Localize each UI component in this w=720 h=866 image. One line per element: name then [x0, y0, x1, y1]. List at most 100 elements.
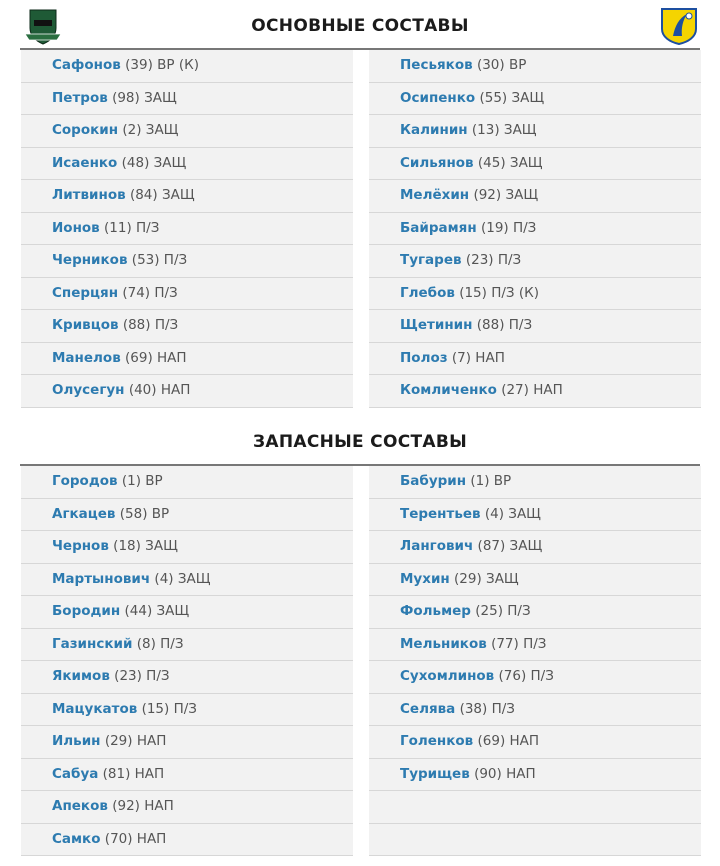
player-number-position: (23) П/З	[114, 668, 170, 684]
player-row[interactable]: Мельников (77) П/З	[369, 628, 701, 661]
player-name[interactable]: Олусегун	[52, 382, 125, 398]
player-row[interactable]: Чернов (18) ЗАЩ	[21, 531, 353, 564]
player-number-position: (25) П/З	[475, 603, 531, 619]
player-row[interactable]: Сухомлинов (76) П/З	[369, 661, 701, 694]
player-name[interactable]: Голенков	[400, 733, 474, 749]
player-name[interactable]: Комличенко	[400, 382, 497, 398]
player-row[interactable]: Самко (70) НАП	[21, 823, 353, 856]
player-name[interactable]: Байрамян	[400, 219, 477, 236]
player-number-position: (1) ВР	[121, 473, 163, 489]
player-row[interactable]: Лангович (87) ЗАЩ	[369, 531, 701, 564]
player-row[interactable]: Петров (98) ЗАЩ	[21, 82, 353, 115]
player-row[interactable]: Фольмер (25) П/З	[369, 596, 701, 629]
player-number-position: (70) НАП	[104, 830, 167, 847]
player-name[interactable]: Фольмер	[400, 603, 471, 619]
player-name[interactable]: Сабуа	[52, 765, 99, 782]
player-row[interactable]: Кривцов (88) П/З	[21, 310, 353, 343]
player-row[interactable]: Манелов (69) НАП	[21, 342, 353, 375]
player-name[interactable]: Глебов	[400, 284, 455, 301]
player-name[interactable]: Газинский	[52, 635, 133, 652]
player-row[interactable]: Байрамян (19) П/З	[369, 212, 701, 245]
player-row[interactable]: Апеков (92) НАП	[21, 791, 353, 824]
player-name[interactable]: Агкацев	[52, 505, 116, 522]
empty-row	[369, 823, 701, 856]
player-name[interactable]: Терентьев	[400, 505, 481, 522]
player-row[interactable]: Щетинин (88) П/З	[369, 310, 701, 343]
player-name[interactable]: Осипенко	[400, 89, 476, 106]
player-name[interactable]: Бабурин	[400, 473, 467, 489]
player-row[interactable]: Селява (38) П/З	[369, 693, 701, 726]
player-row[interactable]: Голенков (69) НАП	[369, 726, 701, 759]
player-row[interactable]: Глебов (15) П/З (К)	[369, 277, 701, 310]
player-row[interactable]: Ильин (29) НАП	[21, 726, 353, 759]
player-name[interactable]: Турищев	[400, 765, 470, 782]
player-row[interactable]: Ионов (11) П/З	[21, 212, 353, 245]
player-name[interactable]: Чернов	[52, 538, 109, 554]
player-name[interactable]: Сафонов	[52, 57, 121, 73]
player-row[interactable]: Городов (1) ВР	[21, 466, 353, 499]
player-row[interactable]: Сафонов (39) ВР (К)	[21, 50, 353, 83]
player-name[interactable]: Ионов	[52, 219, 100, 236]
player-name[interactable]: Бородин	[52, 603, 121, 619]
player-name[interactable]: Исаенко	[52, 154, 118, 171]
player-number-position: (45) ЗАЩ	[477, 154, 543, 171]
player-row[interactable]: Мухин (29) ЗАЩ	[369, 563, 701, 596]
player-row[interactable]: Сперцян (74) П/З	[21, 277, 353, 310]
player-name[interactable]: Мухин	[400, 570, 450, 587]
player-row[interactable]: Черников (53) П/З	[21, 245, 353, 278]
player-name[interactable]: Самко	[52, 830, 101, 847]
player-number-position: (87) ЗАЩ	[477, 538, 543, 554]
player-number-position: (2) ЗАЩ	[122, 122, 179, 138]
player-name[interactable]: Апеков	[52, 798, 108, 814]
player-row[interactable]: Мацукатов (15) П/З	[21, 693, 353, 726]
player-name[interactable]: Сильянов	[400, 154, 474, 171]
player-row[interactable]: Сабуа (81) НАП	[21, 758, 353, 791]
player-row[interactable]: Мелёхин (92) ЗАЩ	[369, 180, 701, 213]
player-row[interactable]: Полоз (7) НАП	[369, 342, 701, 375]
player-row[interactable]: Агкацев (58) ВР	[21, 498, 353, 531]
player-name[interactable]: Мартынович	[52, 570, 151, 587]
player-row[interactable]: Калинин (13) ЗАЩ	[369, 115, 701, 148]
player-name[interactable]: Щетинин	[400, 317, 473, 333]
player-row[interactable]: Сорокин (2) ЗАЩ	[21, 115, 353, 148]
player-name[interactable]: Калинин	[400, 122, 468, 138]
player-number-position: (88) П/З	[122, 317, 179, 333]
player-row[interactable]: Олусегун (40) НАП	[21, 375, 353, 408]
player-name[interactable]: Тугарев	[400, 252, 462, 268]
player-row[interactable]: Сильянов (45) ЗАЩ	[369, 147, 701, 180]
player-row[interactable]: Литвинов (84) ЗАЩ	[21, 180, 353, 213]
player-row[interactable]: Исаенко (48) ЗАЩ	[21, 147, 353, 180]
player-name[interactable]: Сорокин	[52, 122, 119, 138]
player-row[interactable]: Песьяков (30) ВР	[369, 50, 701, 83]
player-row[interactable]: Тугарев (23) П/З	[369, 245, 701, 278]
player-name[interactable]: Черников	[52, 252, 128, 268]
player-name[interactable]: Якимов	[52, 668, 110, 684]
player-row[interactable]: Якимов (23) П/З	[21, 661, 353, 694]
player-name[interactable]: Селява	[400, 700, 456, 717]
player-name[interactable]: Петров	[52, 89, 108, 106]
player-row[interactable]: Комличенко (27) НАП	[369, 375, 701, 408]
player-name[interactable]: Мацукатов	[52, 700, 138, 717]
player-name[interactable]: Сухомлинов	[400, 668, 495, 684]
player-name[interactable]: Кривцов	[52, 317, 119, 333]
player-row[interactable]: Бородин (44) ЗАЩ	[21, 596, 353, 629]
player-name[interactable]: Лангович	[400, 538, 474, 554]
player-name[interactable]: Ильин	[52, 733, 101, 749]
player-name[interactable]: Песьяков	[400, 57, 473, 73]
player-name[interactable]: Мельников	[400, 635, 487, 652]
player-row[interactable]: Терентьев (4) ЗАЩ	[369, 498, 701, 531]
player-number-position: (27) НАП	[501, 382, 563, 398]
player-row[interactable]: Газинский (8) П/З	[21, 628, 353, 661]
player-name[interactable]: Литвинов	[52, 187, 126, 203]
player-row[interactable]: Бабурин (1) ВР	[369, 466, 701, 499]
player-name[interactable]: Сперцян	[52, 284, 119, 301]
player-number-position: (30) ВР	[476, 57, 527, 73]
player-row[interactable]: Турищев (90) НАП	[369, 758, 701, 791]
player-name[interactable]: Полоз	[400, 349, 448, 366]
player-number-position: (98) ЗАЩ	[112, 89, 177, 106]
player-name[interactable]: Городов	[52, 473, 118, 489]
player-row[interactable]: Осипенко (55) ЗАЩ	[369, 82, 701, 115]
player-name[interactable]: Манелов	[52, 349, 121, 366]
player-row[interactable]: Мартынович (4) ЗАЩ	[21, 563, 353, 596]
player-name[interactable]: Мелёхин	[400, 187, 470, 203]
